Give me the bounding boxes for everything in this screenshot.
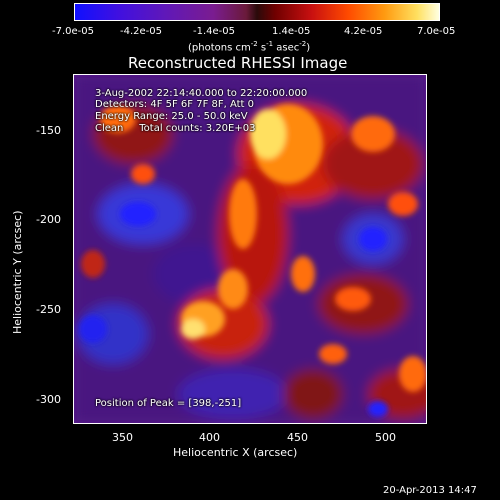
x-tick-label: 350 (112, 431, 133, 444)
y-tick-label: -200 (36, 213, 61, 226)
colorbar-tick: -1.4e-05 (193, 26, 235, 37)
y-tick-label: -250 (36, 303, 61, 316)
units-text: (photons cm (188, 42, 251, 54)
x-tick-label: 500 (375, 431, 396, 444)
units-exp: -2 (250, 40, 258, 48)
colorbar-tick: -7.0e-05 (52, 26, 94, 37)
units-text: ) (306, 42, 311, 54)
y-axis-label: Heliocentric Y (arcsec) (11, 210, 24, 334)
y-tick-label: -300 (36, 393, 61, 406)
colorbar-tick: 7.0e-05 (417, 26, 456, 37)
annotation-detectors: Detectors: 4F 5F 6F 7F 8F, Att 0 (95, 99, 255, 110)
colorbar-tick: 4.2e-05 (344, 26, 383, 37)
plot-title: Reconstructed RHESSI Image (128, 54, 348, 72)
units-exp: -2 (299, 40, 307, 48)
colorbar-tick: 1.4e-05 (272, 26, 311, 37)
rhessi-image (73, 74, 427, 424)
footer-timestamp: 20-Apr-2013 14:47 (383, 485, 477, 496)
colorbar-tick: -4.2e-05 (120, 26, 162, 37)
colorbar (74, 3, 440, 21)
annotation-time-range: 3-Aug-2002 22:14:40.000 to 22:20:00.000 (95, 88, 308, 99)
units-exp: -1 (266, 40, 274, 48)
x-tick-label: 400 (199, 431, 220, 444)
x-axis-label: Heliocentric X (arcsec) (173, 446, 298, 459)
units-text: s (257, 42, 267, 54)
units-text: asec (273, 42, 300, 54)
y-tick-label: -150 (36, 124, 61, 137)
colorbar-units: (photons cm-2 s-1 asec-2) (188, 38, 310, 54)
annotation-clean-counts: Clean Total counts: 3.20E+03 (95, 123, 256, 134)
annotation-energy-range: Energy Range: 25.0 - 50.0 keV (95, 111, 248, 122)
annotation-peak-position: Position of Peak = [398,-251] (95, 398, 242, 409)
x-tick-label: 450 (287, 431, 308, 444)
